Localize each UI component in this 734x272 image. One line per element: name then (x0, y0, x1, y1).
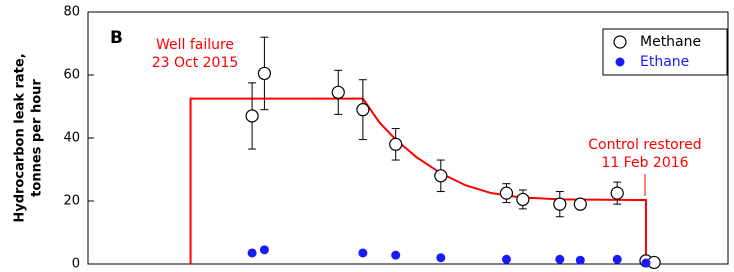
data-point (331, 85, 345, 99)
data-point (247, 248, 257, 258)
data-point (436, 253, 446, 263)
data-point (245, 109, 259, 123)
data-point (516, 192, 530, 207)
y-tick-label: 60 (63, 68, 80, 83)
data-point (391, 250, 401, 260)
data-point (641, 258, 651, 268)
data-point (389, 137, 403, 151)
data-point (573, 197, 587, 211)
data-point (257, 66, 272, 81)
model-line (189, 97, 647, 264)
data-point (434, 169, 448, 183)
data-point (553, 197, 567, 211)
y-axis-label: Hydrocarbon leak rate, (13, 53, 28, 222)
y-tick-label: 80 (63, 5, 80, 20)
data-point (259, 245, 269, 255)
legend-marker (615, 57, 625, 67)
data-point (555, 254, 565, 264)
data-point (358, 248, 368, 258)
annotation: 23 Oct 2015 (152, 55, 239, 71)
data-point (499, 186, 514, 200)
annotation: Well failure (156, 37, 234, 53)
annotation: Control restored (588, 137, 701, 153)
data-point (612, 254, 622, 264)
annotation: 11 Feb 2016 (601, 155, 688, 171)
legend-marker (613, 35, 627, 49)
data-point (610, 186, 624, 200)
legend-label: Ethane (640, 54, 689, 70)
data-point (356, 103, 370, 117)
panel-label: B (110, 28, 123, 48)
data-point (575, 255, 585, 265)
y-tick-label: 0 (72, 257, 80, 272)
y-tick-label: 40 (63, 131, 80, 146)
data-point (501, 254, 511, 264)
legend-label: Methane (640, 34, 701, 50)
y-tick-label: 20 (63, 194, 80, 209)
y-axis-label: tonnes per hour (30, 79, 45, 197)
